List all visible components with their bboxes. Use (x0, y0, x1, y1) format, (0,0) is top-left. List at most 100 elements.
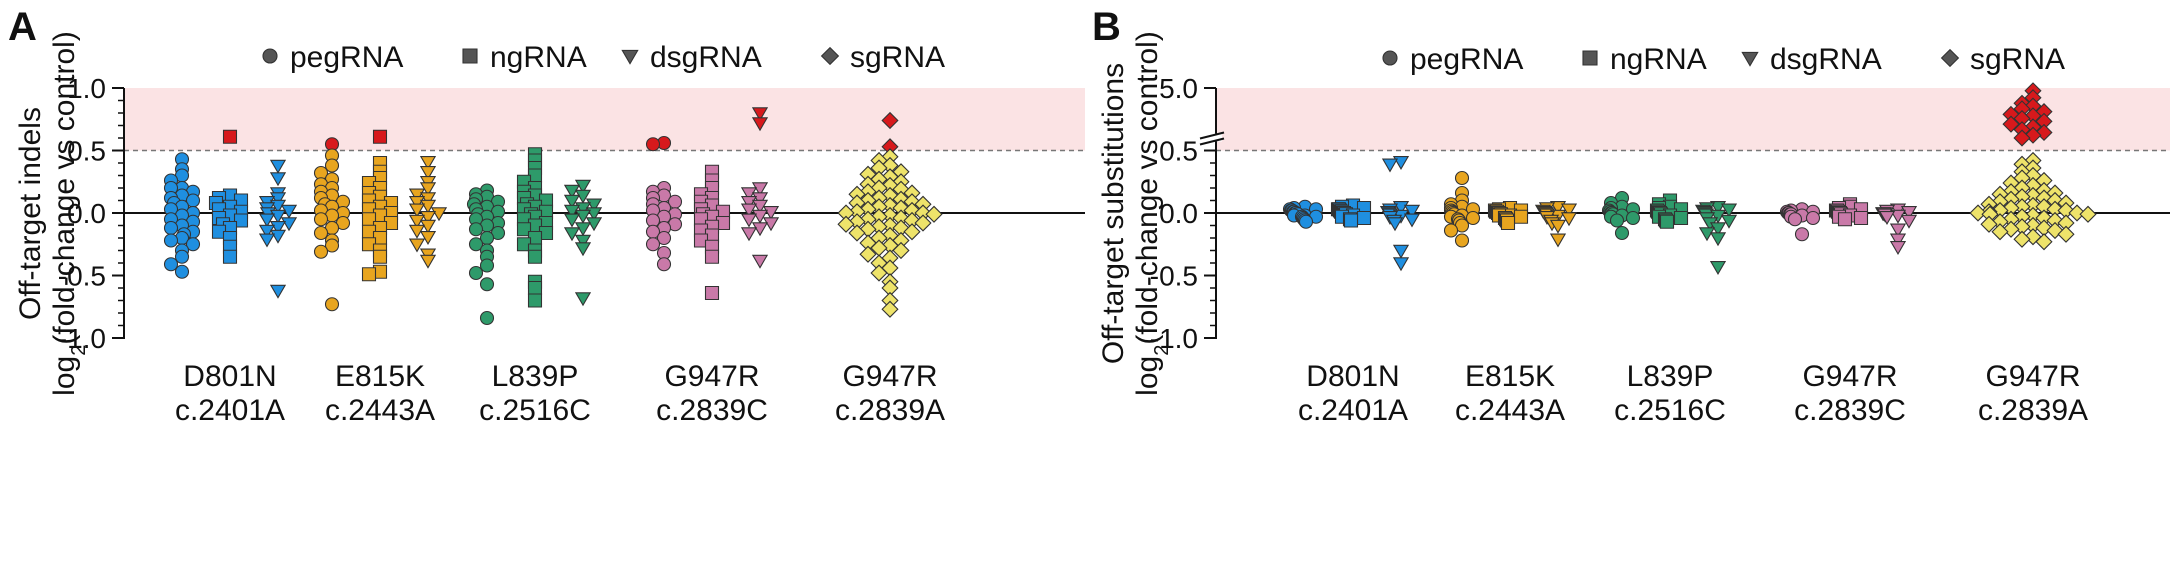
data-point (751, 107, 769, 122)
data-point (2068, 204, 2086, 222)
data-point (468, 222, 484, 237)
data-point (645, 237, 661, 252)
series-square (208, 129, 249, 264)
y-tick-label: -0.5 (58, 261, 106, 292)
legend-label: sgRNA (850, 41, 945, 74)
data-point (419, 199, 437, 214)
data-point (408, 238, 426, 253)
data-point (740, 213, 758, 228)
square-icon (1582, 50, 1598, 66)
data-point (1889, 209, 1907, 224)
axis-break-gap (1202, 133, 1222, 142)
data-point (881, 300, 899, 318)
category-label-line1: E815K (1465, 360, 1555, 393)
data-point (527, 249, 543, 264)
data-point (751, 192, 769, 207)
category-label-line2: c.2516C (479, 394, 591, 427)
data-point (762, 206, 780, 220)
data-point (1709, 222, 1727, 237)
data-point (269, 192, 287, 207)
data-point (430, 207, 448, 222)
legend-item-sgrna: sgRNA (820, 41, 945, 74)
data-point (527, 280, 543, 296)
data-point (1386, 217, 1404, 232)
data-point (313, 225, 329, 241)
data-point (1709, 232, 1727, 247)
data-point (372, 129, 388, 144)
series-square (361, 129, 399, 282)
series-circle (466, 183, 506, 326)
data-point (408, 196, 426, 210)
data-point (645, 137, 661, 152)
legend-item-pegrna: pegRNA (1382, 43, 1523, 76)
legend-label: dsgRNA (650, 41, 762, 74)
data-point (324, 238, 340, 253)
data-point (563, 194, 581, 209)
data-point (2057, 225, 2075, 243)
data-point (479, 258, 495, 273)
data-point (914, 214, 932, 232)
category-label-line2: c.2839A (835, 394, 945, 427)
category-label-line2: c.2401A (175, 394, 285, 427)
data-point (1298, 214, 1314, 229)
data-point (372, 249, 388, 264)
series-diamond (1969, 82, 2097, 251)
threshold-band (124, 88, 1085, 151)
data-point (258, 224, 276, 239)
legend-item-sgrna: sgRNA (1940, 43, 2065, 76)
category-label-line1: D801N (1306, 360, 1399, 393)
data-point (419, 211, 437, 225)
panel-letter: B (1092, 5, 1121, 49)
panel-letter: A (8, 5, 37, 49)
data-point (222, 249, 238, 264)
data-point (174, 249, 190, 264)
data-point (704, 285, 720, 301)
series-circle (1601, 190, 1641, 241)
data-point (163, 257, 179, 272)
category-label-line2: c.2443A (1455, 394, 1565, 427)
data-point (1991, 223, 2009, 241)
data-point (1889, 241, 1907, 255)
data-point (881, 111, 899, 130)
data-point (585, 198, 603, 213)
data-point (313, 244, 329, 259)
data-point (419, 254, 437, 269)
category-label-line1: L839P (492, 360, 579, 393)
data-point (762, 217, 780, 232)
data-point (280, 217, 298, 232)
data-point (1969, 204, 1987, 222)
data-point (563, 213, 581, 228)
data-point (479, 310, 495, 326)
data-point (269, 209, 287, 224)
series-triangle-down (740, 107, 780, 269)
data-point (419, 156, 437, 170)
y-label-subscript: 2 (68, 345, 90, 356)
data-point (1549, 233, 1567, 248)
data-point (1549, 219, 1567, 234)
series-triangle-down (1379, 156, 1421, 272)
series-circle (645, 135, 683, 272)
y-label-log: log (1131, 356, 1164, 396)
category-label-line2: c.2839C (656, 394, 768, 427)
data-point (269, 221, 287, 235)
y-axis-label: Off-target substitutions (1097, 63, 1130, 364)
series-square (1487, 200, 1529, 231)
y-label-fold-change: (fold-change vs control) (1131, 31, 1164, 344)
category-label-line1: G947R (664, 360, 759, 393)
series-square (516, 147, 554, 308)
data-point (324, 158, 340, 173)
data-point (1454, 233, 1470, 248)
data-point (222, 129, 238, 144)
diamond-icon (1940, 48, 1960, 68)
series-triangle-down (1534, 201, 1578, 248)
data-point (1392, 257, 1410, 272)
y-label-log: log (48, 356, 81, 396)
legend-item-dsgrna: dsgRNA (1741, 43, 1882, 76)
diamond-icon (820, 46, 840, 66)
data-point (408, 188, 426, 203)
